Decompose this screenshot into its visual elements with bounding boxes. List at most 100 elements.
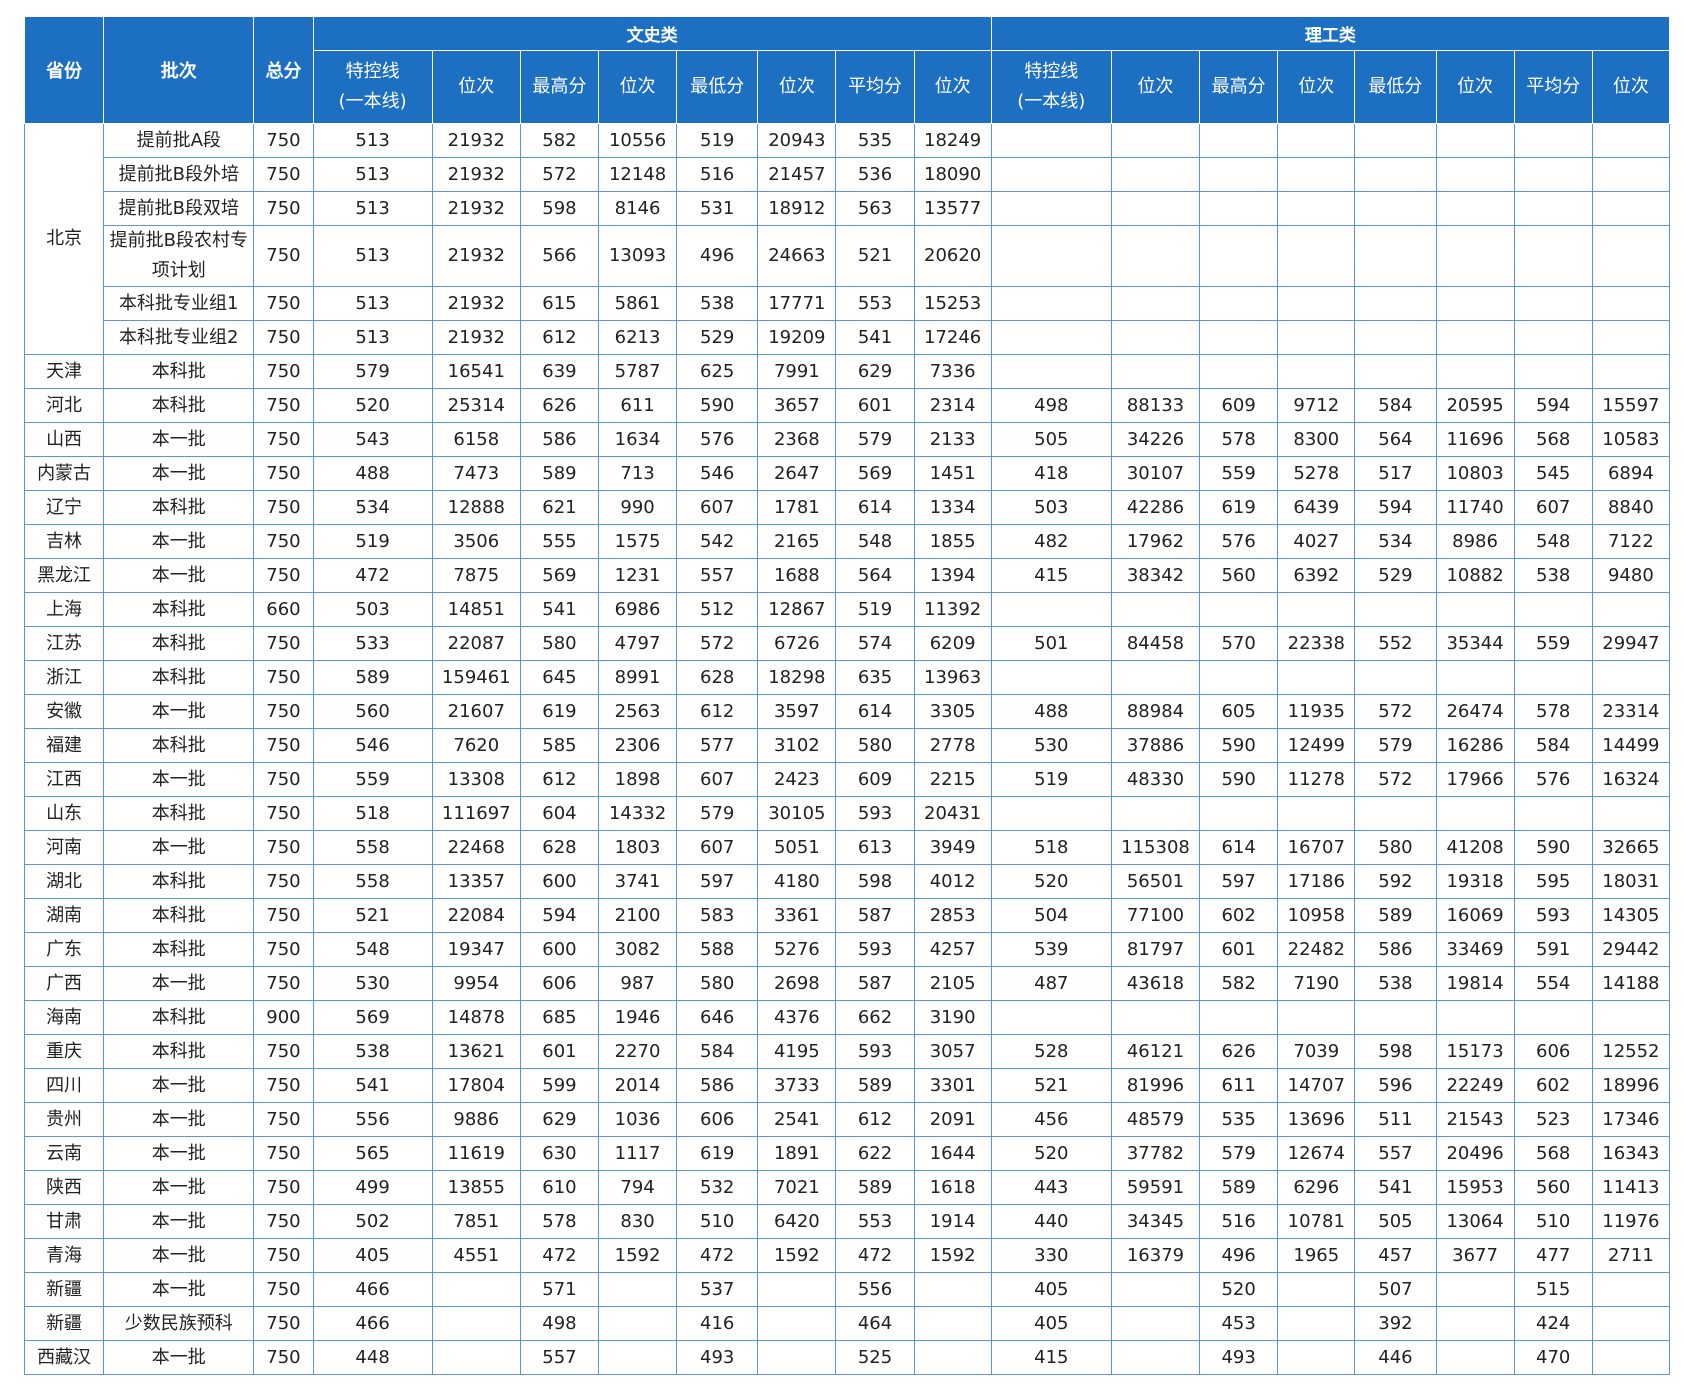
value-cell: 597: [676, 864, 759, 899]
value-cell: 8991: [597, 660, 678, 695]
empty-cell: [1591, 354, 1671, 389]
empty-cell: [1435, 354, 1515, 389]
value-cell: 6209: [913, 626, 992, 661]
value-cell: 538: [1354, 966, 1437, 1001]
province-cell: 浙江: [23, 660, 105, 695]
empty-cell: [1435, 1306, 1515, 1341]
value-cell: 530: [312, 966, 433, 1001]
value-cell: 22338: [1277, 626, 1356, 661]
value-cell: 586: [1354, 932, 1437, 967]
value-cell: 750: [253, 626, 314, 661]
value-cell: 13621: [431, 1034, 521, 1069]
value-cell: 6894: [1591, 456, 1671, 491]
province-cell: 上海: [23, 592, 105, 627]
value-cell: 622: [835, 1136, 915, 1171]
value-cell: 38342: [1110, 558, 1201, 593]
empty-cell: [990, 225, 1112, 287]
value-cell: 529: [1354, 558, 1437, 593]
value-cell: 606: [676, 1102, 759, 1137]
column-header: 平均分: [835, 50, 915, 124]
value-cell: 496: [676, 225, 759, 287]
value-cell: 613: [835, 830, 915, 865]
batch-cell: 本一批: [103, 1136, 255, 1171]
batch-cell: 本一批: [103, 524, 255, 559]
value-cell: 750: [253, 354, 314, 389]
value-cell: 8840: [1591, 490, 1671, 525]
value-cell: 591: [1513, 932, 1593, 967]
value-cell: 2778: [913, 728, 992, 763]
value-cell: 456: [990, 1102, 1112, 1137]
value-cell: 600: [519, 932, 600, 967]
value-cell: 20620: [913, 225, 992, 287]
value-cell: 18249: [913, 123, 992, 158]
value-cell: 750: [253, 320, 314, 355]
value-cell: 464: [835, 1306, 915, 1341]
value-cell: 576: [1199, 524, 1279, 559]
value-cell: 560: [312, 694, 433, 729]
value-cell: 750: [253, 694, 314, 729]
value-cell: 16379: [1110, 1238, 1201, 1273]
value-cell: 448: [312, 1340, 433, 1375]
value-cell: 13696: [1277, 1102, 1356, 1137]
province-cell: 安徽: [23, 694, 105, 729]
value-cell: 424: [1513, 1306, 1593, 1341]
value-cell: 25314: [431, 388, 521, 423]
value-cell: 21932: [431, 123, 521, 158]
province-cell: 山东: [23, 796, 105, 831]
batch-cell: 本一批: [103, 558, 255, 593]
value-cell: 29442: [1591, 932, 1671, 967]
empty-cell: [1513, 354, 1593, 389]
value-cell: 528: [990, 1034, 1112, 1069]
value-cell: 794: [597, 1170, 678, 1205]
value-cell: 564: [1354, 422, 1437, 457]
value-cell: 16541: [431, 354, 521, 389]
value-cell: 14499: [1591, 728, 1671, 763]
value-cell: 13963: [913, 660, 992, 695]
value-cell: 503: [990, 490, 1112, 525]
table-row: 江西 本一批 750 559 13308 612 1898 607 2423 609 2215 519…: [23, 762, 1671, 797]
batch-cell: 本一批: [103, 1102, 255, 1137]
empty-cell: [1591, 1000, 1671, 1035]
value-cell: 599: [519, 1068, 600, 1103]
empty-cell: [1591, 225, 1671, 287]
value-cell: 10882: [1435, 558, 1515, 593]
value-cell: 37886: [1110, 728, 1201, 763]
value-cell: 18031: [1591, 864, 1671, 899]
value-cell: 22249: [1435, 1068, 1515, 1103]
value-cell: 607: [676, 830, 759, 865]
value-cell: 537: [676, 1272, 759, 1307]
value-cell: 750: [253, 762, 314, 797]
value-cell: 11619: [431, 1136, 521, 1171]
value-cell: 17804: [431, 1068, 521, 1103]
value-cell: 538: [676, 286, 759, 321]
value-cell: 1965: [1277, 1238, 1356, 1273]
table-row: 吉林 本一批 750 519 3506 555 1575 542 2165 548 1855 482 1…: [23, 524, 1671, 559]
value-cell: 498: [519, 1306, 600, 1341]
value-cell: 546: [312, 728, 433, 763]
value-cell: 569: [312, 1000, 433, 1035]
value-cell: 21932: [431, 320, 521, 355]
value-cell: 19814: [1435, 966, 1515, 1001]
value-cell: 750: [253, 1034, 314, 1069]
value-cell: 16069: [1435, 898, 1515, 933]
value-cell: 13357: [431, 864, 521, 899]
value-cell: 505: [1354, 1204, 1437, 1239]
empty-cell: [1199, 796, 1279, 831]
header-row: 特控线 (一本线) 位次 最高分 位次 最低分 位次 平均分 位次 特控线 (一本线) 位次 最高分…: [25, 50, 1671, 124]
value-cell: 602: [1513, 1068, 1593, 1103]
value-cell: 564: [835, 558, 915, 593]
table-row: 辽宁 本科批 750 534 12888 621 990 607 1781 614 1334 503 4…: [23, 490, 1671, 525]
province-cell: 山西: [23, 422, 105, 457]
value-cell: 7190: [1277, 966, 1356, 1001]
empty-cell: [1354, 1000, 1437, 1035]
province-cell: 重庆: [23, 1034, 105, 1069]
value-cell: 19318: [1435, 864, 1515, 899]
empty-cell: [1435, 286, 1515, 321]
value-cell: 534: [1354, 524, 1437, 559]
value-cell: 20943: [757, 123, 837, 158]
value-cell: 577: [676, 728, 759, 763]
value-cell: 472: [835, 1238, 915, 1273]
table-row: 新疆 本一批 750 466 571 537 556 405 520 507 515: [23, 1272, 1671, 1307]
empty-cell: [1277, 123, 1356, 158]
value-cell: 662: [835, 1000, 915, 1035]
